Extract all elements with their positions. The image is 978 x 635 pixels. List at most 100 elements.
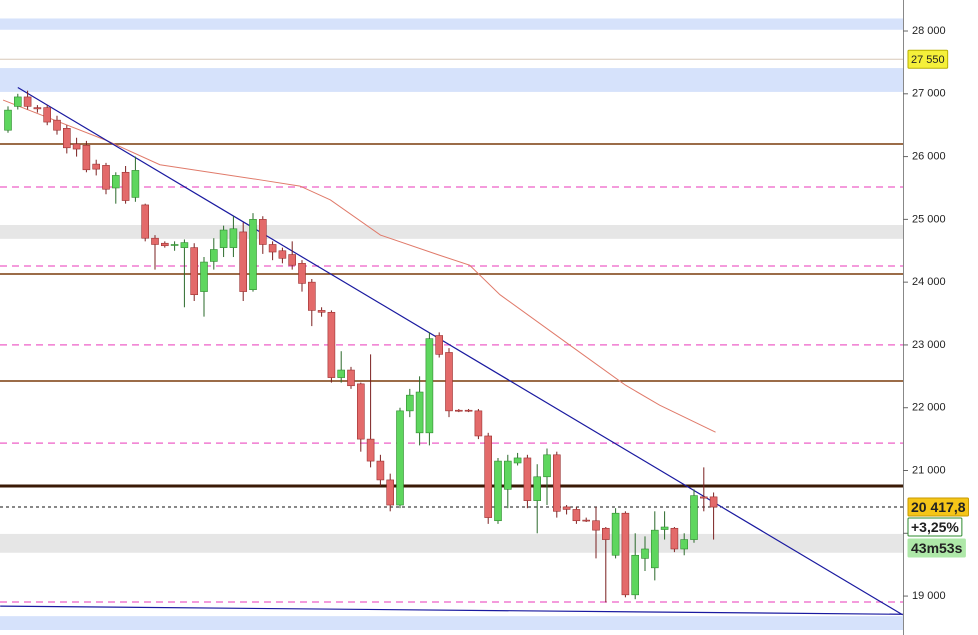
moving-average: [2, 99, 716, 433]
candle-body: [474, 410, 483, 437]
candle-body: [415, 391, 424, 434]
candle-body: [582, 519, 591, 522]
candle-body: [503, 460, 512, 490]
candle-body: [660, 526, 669, 530]
candle-body: [709, 496, 718, 508]
candle-body: [288, 254, 297, 266]
candle-body: [396, 410, 404, 506]
candle-body: [278, 250, 287, 259]
gray-zone: [0, 533, 903, 553]
candle-body: [190, 247, 198, 296]
candle-body: [121, 171, 130, 201]
blue-zone: [0, 68, 903, 92]
candle-body: [307, 281, 316, 311]
y-tick-label: 27 000: [912, 88, 946, 100]
candle-body: [210, 249, 218, 262]
candle-body: [454, 409, 463, 412]
change-label-text: +3,25%: [911, 519, 959, 535]
change-label-box: [907, 517, 963, 537]
candle-body: [523, 457, 532, 501]
y-tick-label: 23 000: [912, 339, 946, 351]
candle-body: [92, 163, 100, 170]
marker-label-text: 27 550: [911, 54, 945, 66]
candle-body: [680, 539, 689, 550]
timer-label: 43m53s: [907, 538, 966, 558]
candle-body: [268, 244, 277, 253]
candle-body: [62, 128, 71, 149]
candle-body: [425, 338, 434, 434]
candle-body: [258, 219, 267, 245]
y-tick-label: 26 000: [912, 150, 946, 162]
candle-body: [170, 244, 179, 246]
candle-body: [405, 394, 414, 412]
price-label-box: [907, 497, 969, 517]
candle-body: [376, 460, 385, 481]
y-tick-label: 22 000: [912, 402, 946, 414]
change-label: +3,25%: [907, 517, 963, 537]
candle-body: [14, 96, 22, 107]
candle-body: [592, 520, 600, 531]
price-label: 20 417,8: [907, 497, 969, 517]
candle-body: [23, 96, 32, 107]
marker-label: 27 550: [907, 49, 949, 69]
candle-body: [366, 438, 375, 462]
candle-body: [347, 369, 355, 387]
candle-body: [386, 479, 395, 506]
candle-body: [543, 454, 551, 478]
candle-body: [611, 512, 620, 556]
candle-body: [337, 369, 346, 378]
candle-body: [72, 143, 81, 150]
timer-label-box: [907, 538, 966, 558]
candle-body: [435, 335, 444, 355]
candle-body: [699, 496, 708, 499]
candle-body: [4, 109, 12, 131]
candle-body: [112, 175, 120, 189]
candle-body: [641, 548, 649, 559]
candle-body: [445, 352, 453, 412]
candle-body: [102, 165, 110, 190]
candle-body: [141, 204, 149, 239]
candle-body: [317, 310, 326, 313]
candle-body: [494, 460, 502, 522]
timer-label-text: 43m53s: [911, 540, 963, 556]
price-label-text: 20 417,8: [911, 499, 966, 515]
candle-body: [298, 263, 306, 284]
y-tick-label: 28 000: [912, 25, 946, 37]
candle-body: [200, 261, 208, 292]
candle-body: [572, 509, 581, 522]
trendline: [17, 87, 904, 616]
candle-body: [131, 170, 140, 198]
y-tick-label: 19 000: [912, 590, 946, 602]
candle-body: [53, 119, 61, 131]
candle-body: [533, 476, 542, 501]
candle-body: [484, 435, 493, 518]
candle-body: [552, 454, 561, 512]
y-tick-label: 21 000: [912, 464, 946, 476]
candle-body: [229, 228, 238, 248]
candle-body: [464, 409, 473, 412]
candle-body: [82, 144, 91, 171]
candle-body: [219, 229, 228, 248]
candle-body: [249, 219, 257, 290]
y-tick-label: 25 000: [912, 213, 946, 225]
candle-body: [151, 237, 159, 245]
blue-zone: [0, 18, 903, 30]
candle-body: [327, 311, 336, 378]
blue-zone: [0, 616, 903, 630]
candle-body: [180, 242, 189, 248]
gray-zone: [0, 225, 903, 239]
candle-body: [670, 527, 679, 550]
candle-body: [161, 242, 169, 247]
candle-body: [621, 512, 630, 596]
candle-body: [631, 554, 640, 596]
candle-body: [356, 383, 365, 440]
candle-body: [239, 231, 247, 292]
candle-body: [33, 107, 42, 110]
candle-body: [650, 529, 659, 569]
marker-label-box: [907, 49, 949, 69]
trendline: [0, 605, 903, 615]
candle-body: [43, 107, 52, 123]
y-tick-label: 24 000: [912, 276, 946, 288]
